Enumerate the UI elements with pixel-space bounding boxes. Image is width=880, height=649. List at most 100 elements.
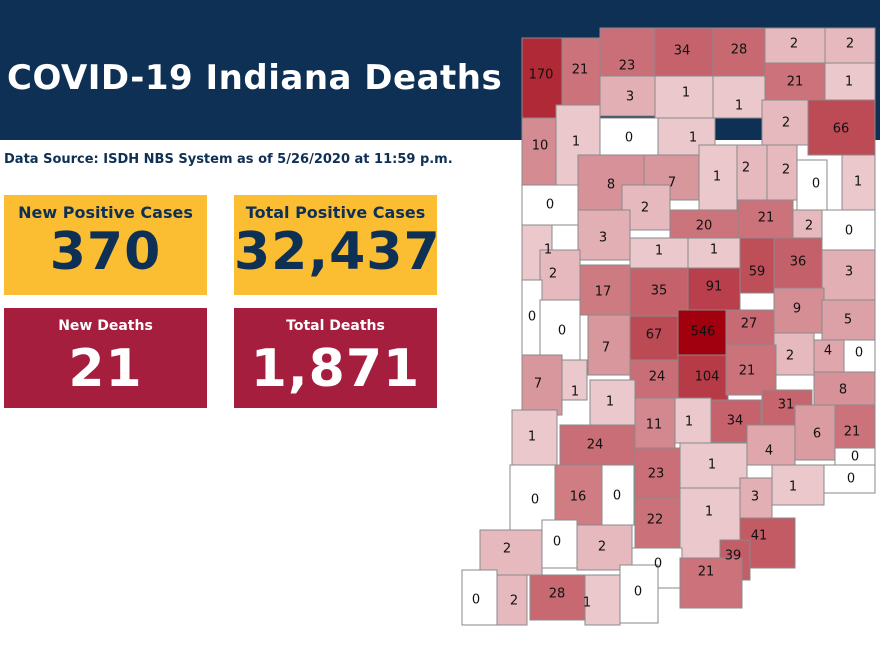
- county-area: [587, 314, 631, 376]
- county-death-count: 59: [749, 265, 766, 280]
- new-deaths-value: 21: [68, 339, 143, 399]
- county-death-count: 0: [855, 346, 863, 361]
- new-deaths-card: New Deaths 21: [4, 308, 207, 408]
- new-deaths-label: New Deaths: [58, 318, 153, 334]
- county-area: [766, 144, 798, 201]
- county-area: [807, 99, 876, 156]
- county-death-count: 2: [549, 267, 557, 282]
- county-death-count: 7: [534, 377, 542, 392]
- county-area: [677, 309, 727, 356]
- county-area: [559, 424, 636, 471]
- county-area: [496, 574, 528, 626]
- county-death-count: 0: [654, 557, 662, 572]
- data-source-note: Data Source: ISDH NBS System as of 5/26/…: [4, 152, 453, 167]
- page-title: COVID-19 Indiana Deaths: [7, 58, 503, 98]
- county-death-count: 17: [595, 285, 612, 300]
- total-deaths-label: Total Deaths: [286, 318, 385, 334]
- county-death-count: 21: [787, 75, 804, 90]
- county-death-count: 2: [805, 219, 813, 234]
- county-area: [813, 339, 845, 373]
- county-area: [746, 424, 796, 466]
- county-death-count: 21: [739, 364, 756, 379]
- new-positive-cases-value: 370: [49, 222, 162, 282]
- county-area: [843, 339, 876, 373]
- county-death-count: 7: [668, 176, 676, 191]
- county-death-count: 8: [607, 178, 615, 193]
- county-death-count: 0: [625, 131, 633, 146]
- county-death-count: 23: [648, 467, 665, 482]
- county-death-count: 27: [741, 317, 758, 332]
- new-positive-cases-card: New Positive Cases 370: [4, 195, 207, 295]
- county-death-count: 3: [626, 90, 634, 105]
- county-area: [712, 75, 766, 119]
- county-death-count: 2: [742, 161, 750, 176]
- county-death-count: 2: [846, 37, 854, 52]
- county-area: [824, 62, 876, 101]
- county-area: [601, 464, 635, 526]
- county-death-count: 1: [845, 75, 853, 90]
- county-area: [821, 249, 876, 301]
- county-death-count: 36: [790, 255, 807, 270]
- county-area: [521, 117, 557, 186]
- county-area: [679, 442, 748, 489]
- county-death-count: 67: [646, 328, 663, 343]
- county-death-count: 39: [725, 549, 742, 564]
- county-death-count: 2: [786, 349, 794, 364]
- county-area: [823, 464, 876, 494]
- county-area: [634, 497, 681, 549]
- county-area: [841, 154, 876, 211]
- county-area: [579, 264, 631, 316]
- county-death-count: 0: [528, 310, 536, 325]
- county-death-count: 0: [553, 535, 561, 550]
- county-area: [577, 209, 631, 261]
- county-area: [539, 249, 581, 301]
- county-death-count: 20: [696, 219, 713, 234]
- county-death-count: 6: [813, 427, 821, 442]
- county-death-count: 41: [751, 529, 768, 544]
- county-area: [712, 27, 766, 77]
- county-death-count: 2: [598, 540, 606, 555]
- county-death-count: 31: [778, 398, 795, 413]
- county-area: [739, 237, 775, 294]
- county-area: [589, 379, 636, 426]
- county-area: [677, 354, 729, 406]
- county-death-count: 3: [599, 231, 607, 246]
- county-death-count: 24: [649, 370, 666, 385]
- county-death-count: 1: [685, 415, 693, 430]
- county-death-count: 11: [646, 418, 663, 433]
- county-death-count: 1: [544, 243, 552, 258]
- county-death-count: 2: [510, 594, 518, 609]
- total-positive-cases-card: Total Positive Cases 32,437: [234, 195, 441, 295]
- total-deaths-card: Total Deaths 1,871: [234, 308, 437, 408]
- county-area: [511, 409, 558, 466]
- county-area: [764, 27, 826, 64]
- county-death-count: 1: [572, 135, 580, 150]
- county-area: [541, 519, 578, 569]
- county-death-count: 22: [647, 513, 664, 528]
- county-death-count: 21: [844, 425, 861, 440]
- county-area: [687, 267, 741, 311]
- county-area: [771, 464, 825, 506]
- county-death-count: 9: [793, 302, 801, 317]
- county-area: [794, 404, 836, 461]
- county-death-count: 0: [558, 324, 566, 339]
- county-death-count: 7: [602, 341, 610, 356]
- county-area: [824, 27, 876, 64]
- county-death-count: 4: [824, 344, 832, 359]
- county-death-count: 0: [531, 493, 539, 508]
- county-death-count: 3: [751, 490, 759, 505]
- county-death-count: 1: [854, 175, 862, 190]
- county-death-count: 21: [572, 63, 589, 78]
- county-death-count: 21: [758, 211, 775, 226]
- county-area: [773, 237, 823, 289]
- county-death-count: 0: [845, 224, 853, 239]
- county-death-count: 1: [689, 131, 697, 146]
- county-death-count: 1: [655, 244, 663, 259]
- total-positive-cases-label: Total Positive Cases: [245, 203, 426, 222]
- county-area: [725, 344, 777, 396]
- county-area: [521, 184, 579, 226]
- county-death-count: 35: [651, 284, 668, 299]
- total-positive-cases-value: 32,437: [234, 222, 441, 282]
- county-death-count: 0: [634, 585, 642, 600]
